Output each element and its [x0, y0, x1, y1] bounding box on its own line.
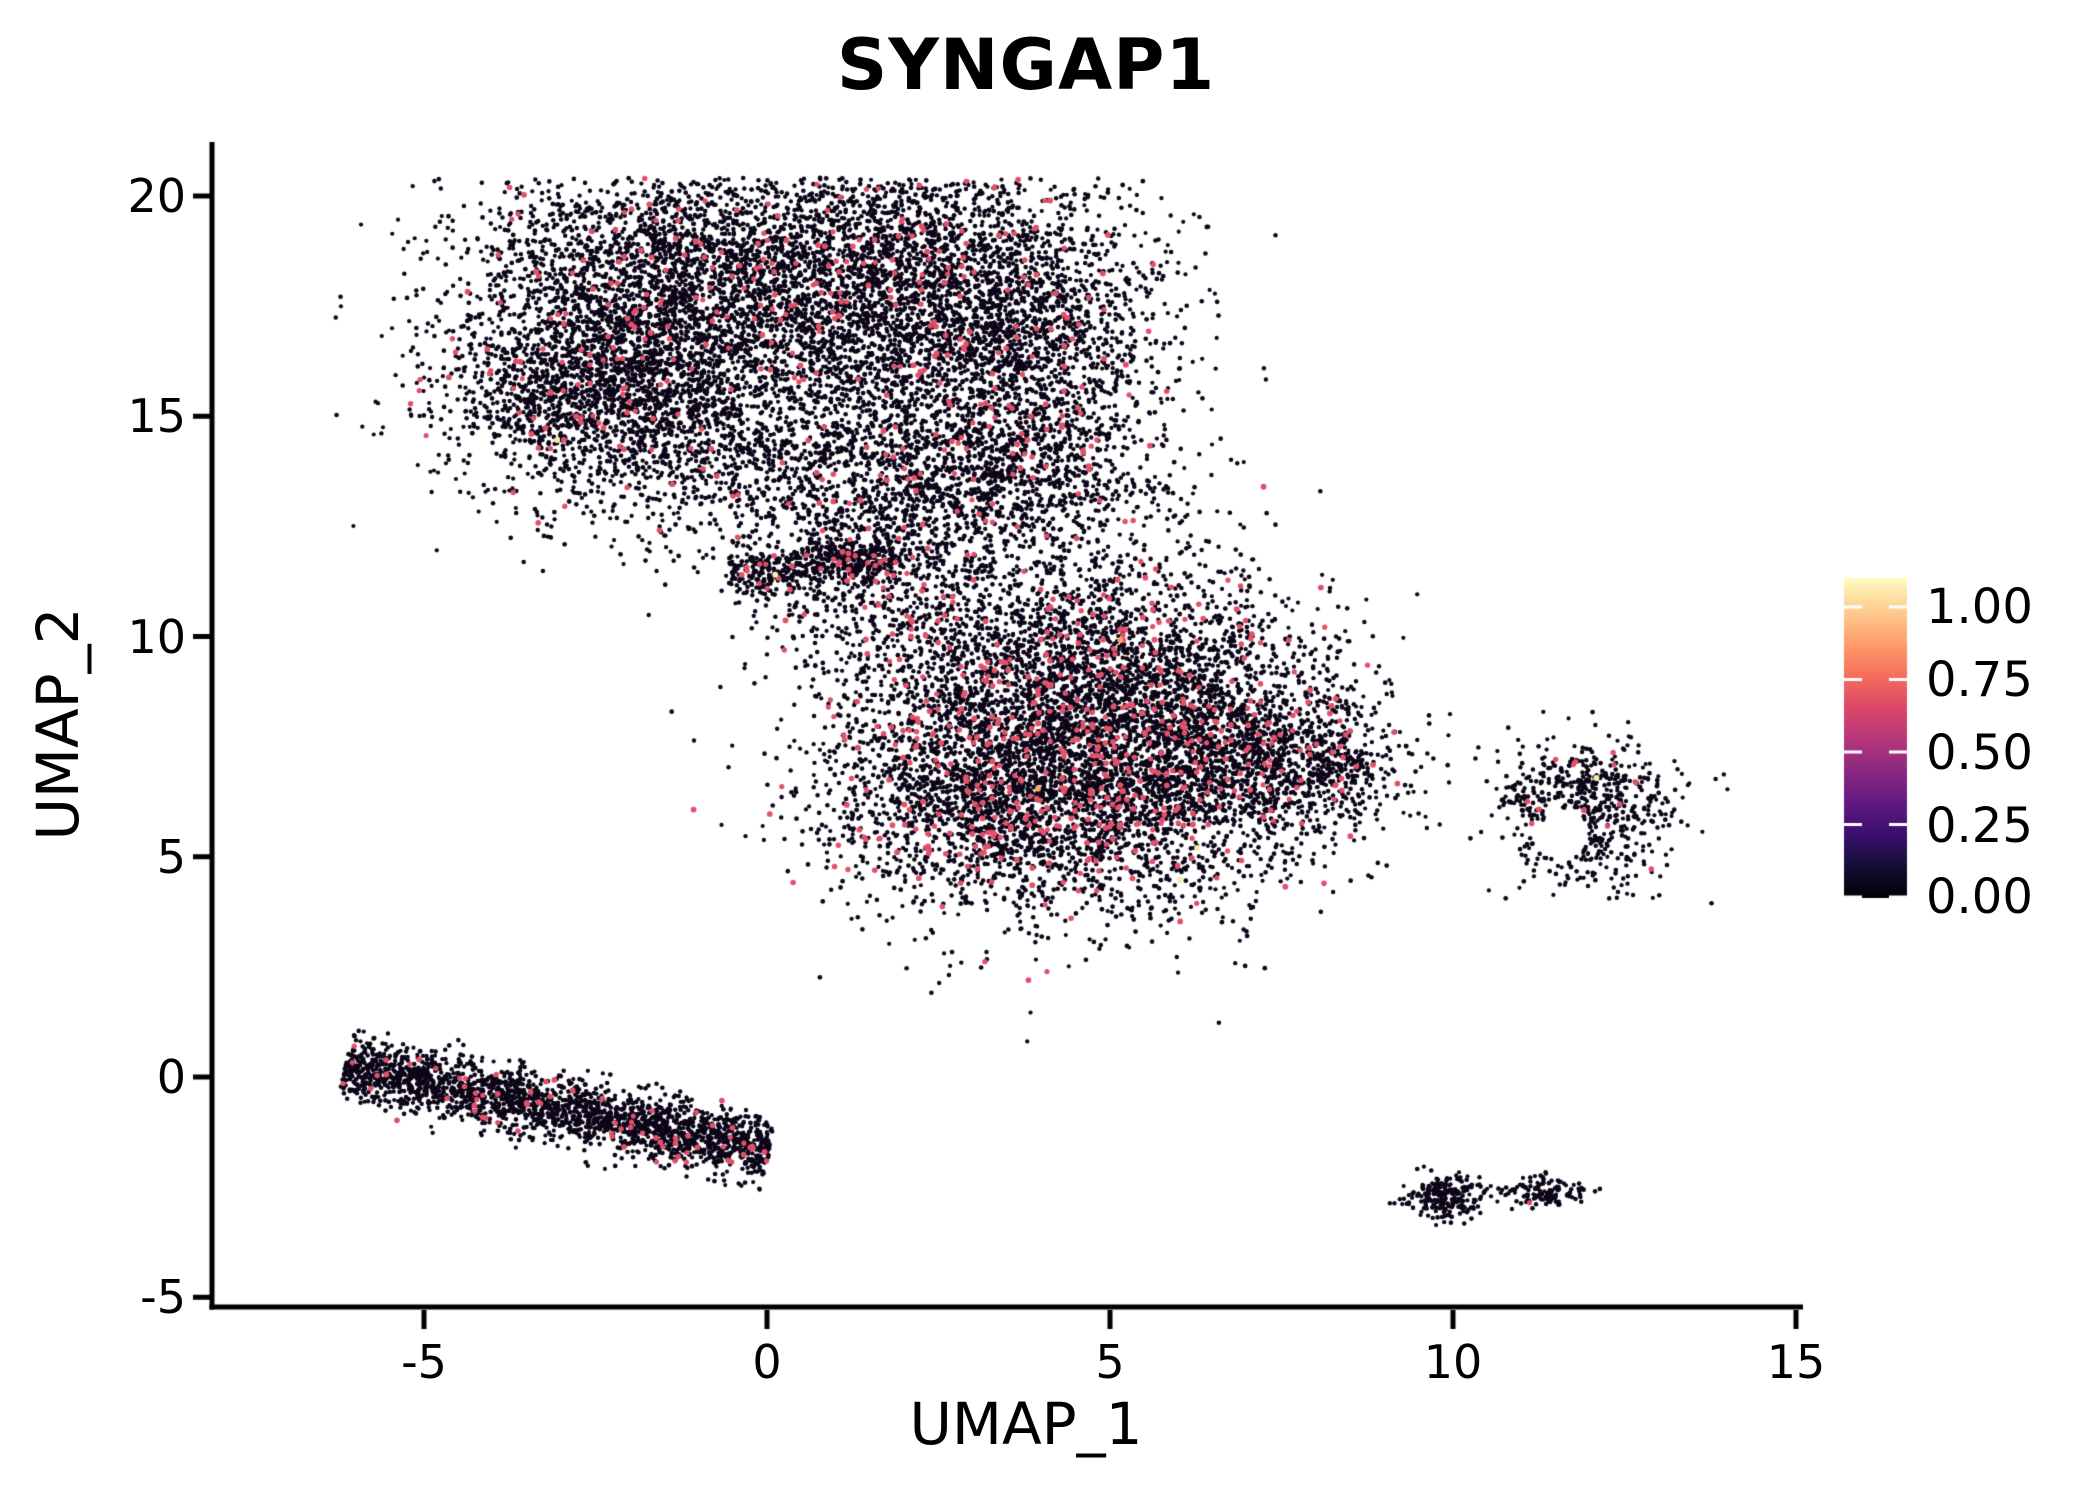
y-tick-label-neg5: -5	[140, 1270, 186, 1324]
legend-tick-label-1.00: 1.00	[1926, 579, 2033, 635]
y-tick-label-0: 0	[156, 1050, 186, 1104]
y-tick-label-20: 20	[127, 169, 186, 223]
x-tick-label-5: 5	[1095, 1335, 1125, 1389]
x-tick-label-15: 15	[1766, 1335, 1826, 1389]
legend-tick-label-0.00: 0.00	[1926, 869, 2033, 925]
plot-title: SYNGAP1	[836, 24, 1216, 106]
legend-tick-label-0.25: 0.25	[1926, 798, 2033, 854]
y-tick-label-15: 15	[127, 389, 186, 443]
x-tick-label-neg5: -5	[401, 1335, 447, 1389]
x-tick-label-10: 10	[1423, 1335, 1483, 1389]
x-tick-label-0: 0	[752, 1335, 782, 1389]
y-tick-label-5: 5	[156, 830, 186, 884]
legend-tick-label-0.50: 0.50	[1926, 725, 2033, 781]
legend-tick-label-0.75: 0.75	[1926, 652, 2033, 708]
x-axis-title: UMAP_1	[909, 1390, 1143, 1458]
y-tick-label-10: 10	[127, 610, 186, 664]
